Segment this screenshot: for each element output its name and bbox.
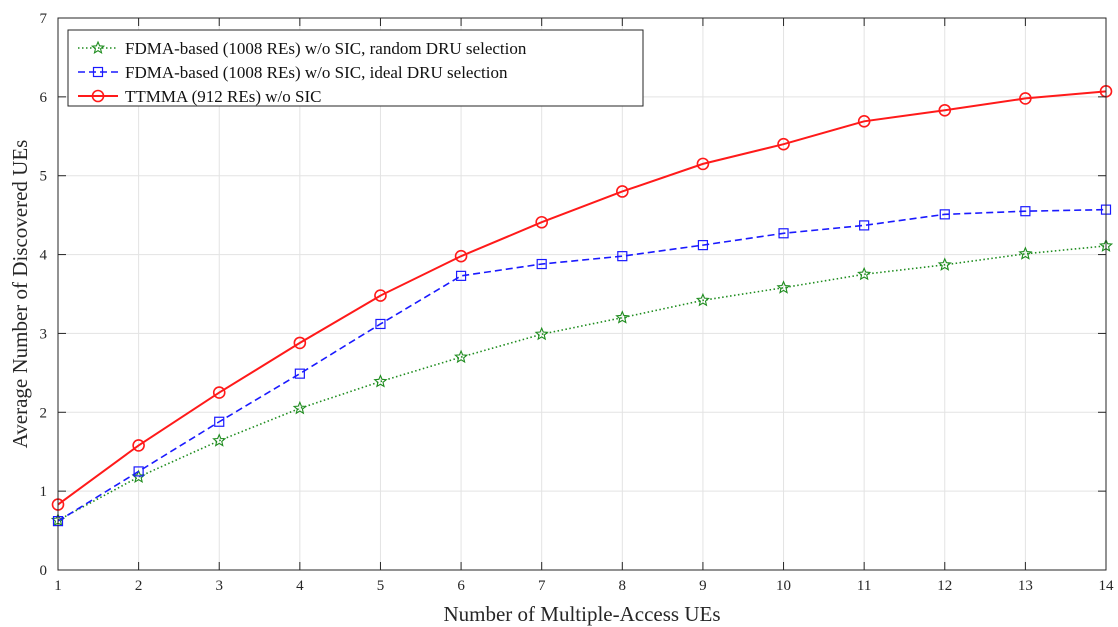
series-3-point	[454, 249, 468, 263]
y-tick-label: 7	[40, 11, 48, 27]
series-2-point	[939, 209, 950, 220]
y-tick-label: 6	[40, 90, 48, 106]
series-2-point	[778, 228, 789, 239]
series-2-point	[859, 220, 870, 231]
series-3-point	[293, 336, 307, 350]
series-1-point	[373, 374, 388, 388]
series-1-point	[292, 400, 307, 415]
y-tick-label: 4	[40, 248, 48, 264]
series-1-point	[212, 433, 227, 447]
series-3-point	[857, 115, 871, 128]
series-1-point	[776, 280, 791, 294]
series-1-point	[937, 257, 952, 271]
x-tick-label: 4	[296, 578, 304, 594]
series-1-point	[534, 326, 549, 341]
legend-label: TTMMA (912 REs) w/o SIC	[125, 87, 321, 106]
series-3-point	[1019, 92, 1032, 105]
series-3-point	[777, 137, 790, 151]
series-2-point	[133, 466, 144, 477]
series-2	[52, 204, 1112, 527]
x-tick-label: 7	[538, 578, 546, 594]
legend-box	[67, 29, 644, 107]
x-tick-label: 9	[699, 578, 707, 594]
plot-background	[58, 18, 1106, 570]
x-tick-label: 14	[1099, 578, 1115, 594]
x-tick-label: 13	[1018, 578, 1033, 594]
legend-item-2: FDMA-based (1008 REs) w/o SIC, ideal DRU…	[78, 63, 508, 82]
legend-label: FDMA-based (1008 REs) w/o SIC, ideal DRU…	[125, 63, 508, 82]
x-tick-label: 12	[937, 578, 952, 594]
series-3-point	[212, 386, 226, 399]
x-tick-label: 5	[377, 578, 385, 594]
series-3-point	[374, 289, 387, 302]
x-tick-label: 10	[776, 578, 791, 594]
series-1-point	[1018, 246, 1033, 260]
x-axis-title: Number of Multiple-Access UEs	[443, 602, 720, 626]
y-tick-label: 1	[40, 484, 48, 500]
series-2-point	[536, 258, 547, 270]
x-tick-label: 2	[135, 578, 143, 594]
series-3-point	[535, 215, 548, 229]
legend-swatch-marker	[91, 89, 105, 103]
series-2-point	[617, 251, 628, 262]
series-2-point	[375, 318, 386, 330]
y-tick-label: 3	[40, 326, 48, 342]
x-tick-label: 1	[54, 578, 62, 594]
series-3-point	[938, 103, 952, 117]
series-1-point	[695, 292, 710, 307]
series-1-point	[857, 266, 872, 281]
legend-item-1: FDMA-based (1008 REs) w/o SIC, random DR…	[78, 39, 527, 58]
y-tick-label: 2	[40, 405, 48, 421]
legend-swatch-marker	[92, 66, 104, 78]
series-3-point	[616, 185, 629, 198]
legend-swatch-marker	[90, 40, 106, 55]
y-tick-label: 0	[40, 563, 48, 579]
plot-frame	[57, 17, 1107, 571]
legend: FDMA-based (1008 REs) w/o SIC, random DR…	[67, 29, 644, 107]
x-tick-label: 6	[457, 578, 465, 594]
series-2-point	[1020, 206, 1031, 217]
series-1-point	[454, 349, 469, 364]
x-tick-label: 8	[619, 578, 627, 594]
x-tick-label: 3	[215, 578, 223, 594]
series-3-point	[696, 157, 710, 171]
series-2-point	[697, 240, 709, 251]
series-1-point	[615, 310, 630, 324]
y-axis-title: Average Number of Discovered UEs	[8, 140, 32, 449]
y-tick-label: 5	[40, 169, 48, 185]
x-tick-label: 11	[857, 578, 871, 594]
legend-label: FDMA-based (1008 REs) w/o SIC, random DR…	[125, 39, 527, 58]
series-3-line	[57, 90, 1107, 506]
series-2-point	[455, 270, 467, 281]
series-2-point	[294, 368, 305, 379]
series-2-point	[214, 416, 225, 427]
series-3-point	[132, 439, 145, 452]
series-1-line	[57, 245, 1107, 522]
legend-item-3: TTMMA (912 REs) w/o SIC	[78, 87, 321, 106]
